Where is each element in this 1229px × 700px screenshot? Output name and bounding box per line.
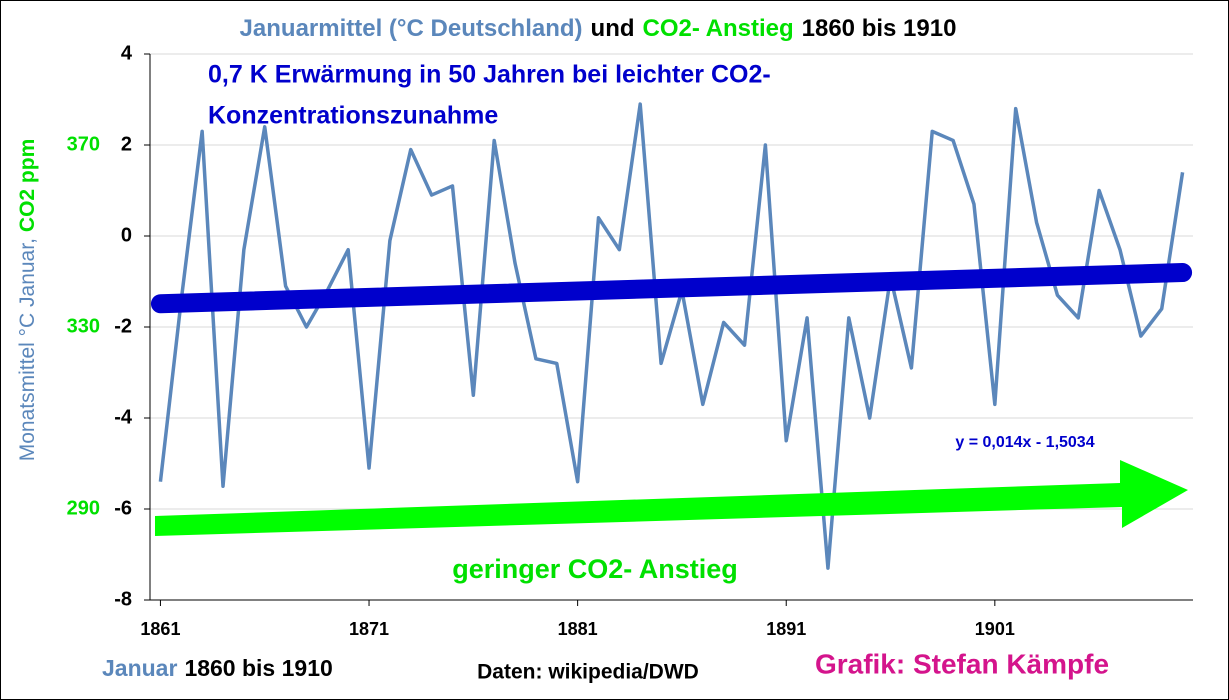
plot-area: 4 2 0 -2 -4 -6 -8 290 330 370 1861 1871 1881 1891 1901 bbox=[67, 42, 1193, 639]
y-tick-label: -4 bbox=[114, 406, 133, 428]
chart-title: Januarmittel (°C Deutschland) und CO2- Ans… bbox=[240, 15, 957, 42]
y2-tick-label: 370 bbox=[67, 133, 100, 155]
y-tick-label: -2 bbox=[114, 315, 132, 337]
y-label-part: Monatsmittel °C Januar, bbox=[16, 238, 39, 461]
title-part: Januarmittel (°C Deutschland) bbox=[240, 15, 583, 42]
x-tick-label: 1881 bbox=[558, 619, 598, 639]
trend-equation: y = 0,014x - 1,5034 bbox=[955, 434, 1094, 451]
annotation: geringer CO2- Anstieg bbox=[452, 554, 738, 584]
annotation: Konzentrationszunahme bbox=[208, 102, 498, 130]
y-tick-label: 2 bbox=[121, 133, 132, 155]
annotation: 0,7 K Erwärmung in 50 Jahren bei leichte… bbox=[208, 61, 771, 89]
y-tick-label: -8 bbox=[114, 588, 132, 610]
x-tick-label: 1901 bbox=[975, 619, 1015, 639]
y2-tick-label: 330 bbox=[67, 315, 100, 337]
y-label-part: CO2 ppm bbox=[16, 139, 39, 232]
x-tick-label: 1861 bbox=[140, 619, 180, 639]
y-tick-label: 0 bbox=[121, 224, 132, 246]
y-axis-label: Monatsmittel °C Januar, CO2 ppm bbox=[16, 139, 39, 462]
y-tick-label: 4 bbox=[121, 42, 133, 64]
title-part: CO2- Anstieg bbox=[643, 15, 794, 42]
y2-tick-label: 290 bbox=[67, 497, 100, 519]
trend-line bbox=[150, 263, 1193, 314]
series-line bbox=[158, 102, 1185, 570]
x-tick-label: 1891 bbox=[766, 619, 806, 639]
footer-source: Daten: wikipedia/DWD bbox=[477, 661, 699, 684]
footer-left: Januar 1860 bis 1910 bbox=[102, 655, 333, 681]
title-part: 1860 bis 1910 bbox=[802, 15, 957, 42]
co2-arrow bbox=[155, 460, 1188, 536]
y-tick-label: -6 bbox=[114, 497, 132, 519]
footer-part: 1860 bis 1910 bbox=[184, 655, 332, 681]
x-tick-label: 1871 bbox=[349, 619, 389, 639]
title-part: und bbox=[591, 15, 635, 42]
footer-credit: Grafik: Stefan Kämpfe bbox=[815, 648, 1109, 679]
footer-part: Januar bbox=[102, 655, 177, 681]
